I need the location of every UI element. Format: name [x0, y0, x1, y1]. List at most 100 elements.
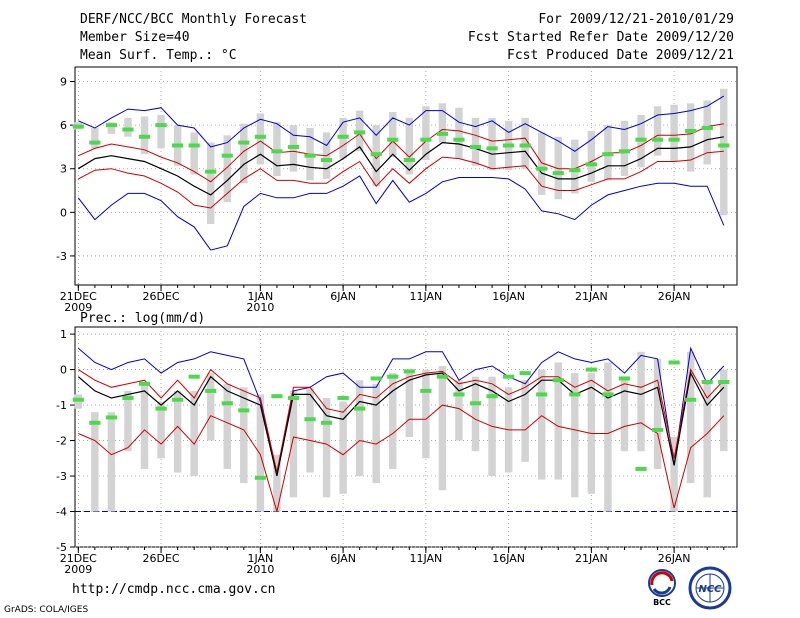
prec-ensemble-bar [637, 351, 645, 452]
temp-ensemble-bar [686, 103, 695, 172]
prec-observed-marker [436, 374, 448, 379]
prec-xtick-label-3: 6JAN [330, 552, 356, 565]
temp-observed-marker [221, 153, 233, 158]
prec-ytick-label-6: 1 [60, 328, 67, 341]
prec-xtick-label-1: 26DEC [143, 552, 180, 565]
prec-ensemble-bar [289, 390, 298, 498]
temp-observed-marker [602, 152, 614, 157]
temp-ensemble-bar [703, 100, 711, 165]
prec-ensemble-bar [273, 454, 281, 512]
temp-observed-marker [651, 137, 664, 142]
prec-observed-marker [370, 376, 382, 381]
prec-observed-marker [221, 401, 233, 406]
prec-xtick-label-6: 21JAN [575, 552, 608, 565]
temp-ensemble-bar [488, 117, 496, 171]
prec-observed-marker [205, 388, 217, 393]
temp-ensemble-bar [537, 132, 546, 195]
temp-observed-marker [304, 153, 316, 158]
temp-mean-line [77, 136, 724, 196]
prec-observed-marker [503, 374, 515, 379]
prec-ensemble-bar [107, 412, 116, 512]
temp-observed-marker [138, 134, 151, 139]
prec-ytick-label-2: -3 [56, 470, 67, 483]
temp-lower-blue-line [77, 175, 725, 251]
temp-observed-marker [585, 162, 597, 167]
prec-observed-marker [304, 417, 316, 422]
temp-ensemble-bar [190, 132, 198, 175]
temp-observed-marker [436, 131, 448, 136]
temp-ensemble-bar [653, 106, 662, 156]
temp-ensemble-bar [720, 88, 728, 216]
fcst-started-label: Fcst Started Refer Date 2009/12/20 [467, 30, 734, 45]
temp-observed-marker [155, 123, 167, 128]
prec-ensemble-bar [306, 387, 314, 473]
temp-ensemble-bar [471, 117, 480, 166]
temp-observed-marker [271, 149, 283, 154]
temp-observed-marker [668, 137, 680, 142]
prec-ensemble-bar [438, 366, 447, 491]
prec-observed-marker [685, 397, 697, 402]
prec-lower-red-line [78, 404, 725, 512]
temp-xsubtick-label-0: 2009 [64, 301, 92, 314]
temp-observed-marker [122, 127, 134, 132]
temp-ensemble-bar [455, 107, 463, 159]
temp-xtick-label-3: 6JAN [330, 290, 356, 303]
prec-ensemble-bar [604, 362, 612, 512]
prec-observed-marker [635, 466, 647, 471]
prec-observed-marker [387, 374, 399, 379]
prec-upper-red-line [78, 368, 725, 473]
temp-ensemble-bar [256, 113, 265, 165]
source-url[interactable]: http://cmdp.ncc.cma.gov.cn [72, 582, 276, 597]
temp-ensemble-bar [620, 120, 629, 176]
prec-observed-marker [138, 381, 151, 386]
prec-observed-marker [552, 378, 564, 383]
bcc-logo-text: BCC [653, 598, 671, 607]
temp-ensemble-bar [521, 117, 529, 169]
temp-observed-marker [536, 166, 548, 171]
prec-ensemble-bar [372, 383, 380, 484]
prec-ensemble-bar [455, 380, 463, 441]
temp-observed-marker [503, 143, 515, 148]
prec-observed-marker [354, 406, 366, 411]
temp-observed-marker [72, 124, 84, 129]
temp-observed-marker [370, 152, 382, 157]
prec-ensemble-bar [240, 387, 248, 484]
prec-ensemble-bar [190, 390, 198, 477]
temp-xtick-label-1: 26DEC [143, 290, 180, 303]
prec-ensemble-bar [157, 401, 165, 459]
temp-xtick-label-2: 1JAN [247, 290, 273, 303]
temp-ensemble-bar [223, 135, 231, 203]
prec-xsubtick-label-2: 2010 [246, 563, 274, 576]
temp-observed-marker [685, 128, 697, 133]
bcc-logo-icon: BCC [648, 569, 676, 607]
temp-observed-marker [618, 149, 631, 154]
prec-xtick-label-7: 26JAN [658, 552, 691, 565]
temp-ensemble-bar [124, 117, 132, 137]
temp-observed-marker [172, 143, 184, 148]
prec-observed-marker [320, 420, 333, 425]
prec-ensemble-bar [223, 383, 231, 469]
prec-observed-marker [287, 395, 300, 400]
temp-observed-marker [205, 169, 217, 174]
prec-ensemble-bar [91, 412, 99, 512]
prec-ensemble-bar [653, 358, 662, 469]
temp-ytick-label-1: 0 [60, 206, 67, 219]
prec-observed-marker [469, 401, 482, 406]
prec-ensemble-bar [256, 394, 265, 512]
prec-upper-blue-line [77, 346, 725, 473]
temp-xtick-label-7: 26JAN [658, 290, 691, 303]
prec-observed-marker [403, 369, 415, 374]
prec-ensemble-bar [471, 376, 480, 452]
temp-ensemble-bar [422, 106, 430, 161]
prec-ensemble-bar [173, 390, 182, 473]
prec-ensemble-bar [124, 390, 132, 452]
prec-ytick-label-0: -5 [56, 541, 67, 554]
prec-ensemble-bar [389, 373, 397, 469]
ncc-logo-text: NCC [698, 584, 722, 595]
prec-observed-marker [172, 397, 184, 402]
temp-observed-marker [188, 143, 200, 148]
prec-observed-marker [420, 388, 432, 393]
temp-observed-marker [238, 140, 250, 145]
fcst-produced-label: Fcst Produced Date 2009/12/21 [507, 48, 734, 63]
